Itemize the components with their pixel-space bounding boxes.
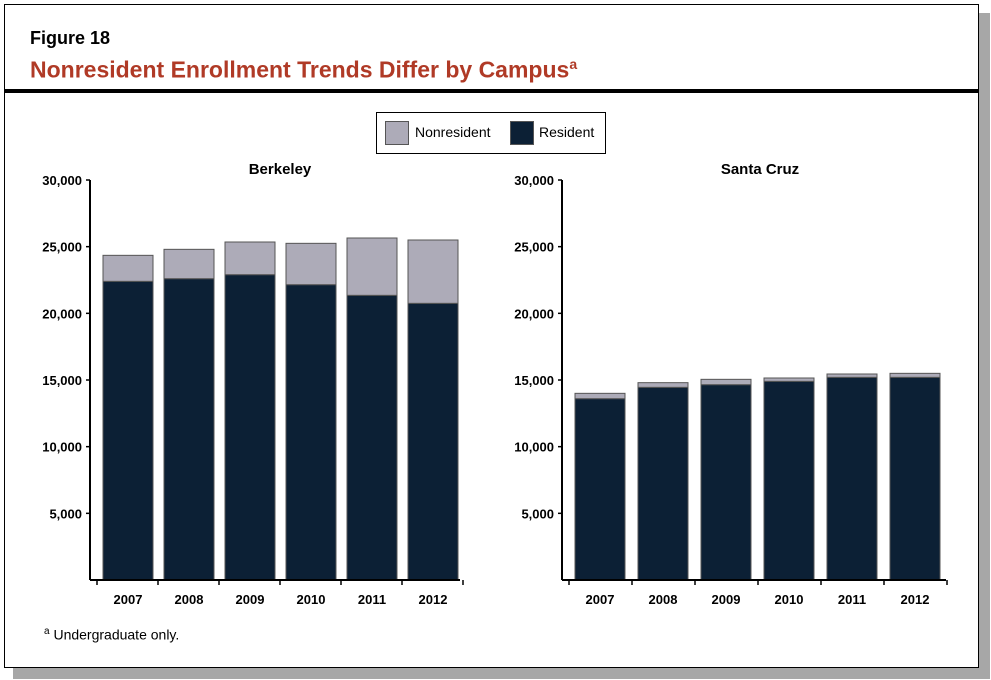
x-tick-label: 2012 [901,592,930,607]
x-tick-label: 2007 [114,592,143,607]
bar-resident-2009 [224,274,276,581]
x-tick-label: 2010 [775,592,804,607]
bar-nonresident-2007 [574,392,626,400]
bar-nonresident-2011 [826,373,878,378]
chart-title: Santa Cruz [721,161,799,178]
bar-resident-2011 [826,376,878,581]
chart-title: Berkeley [249,161,312,178]
bar-nonresident-2008 [163,248,215,280]
bar-nonresident-2012 [407,239,459,304]
y-tick-label: 5,000 [49,506,82,521]
footnote-mark: a [44,626,50,637]
legend-label-resident: Resident [539,124,595,140]
x-tick-label: 2008 [649,592,678,607]
x-tick-label: 2007 [586,592,615,607]
title-text: Nonresident Enrollment Trends Differ by … [30,56,570,83]
bar-resident-2009 [700,384,752,581]
bar-nonresident-2009 [224,241,276,276]
legend-swatch-resident [510,121,534,145]
y-tick-label: 25,000 [42,240,82,255]
footnote: a Undergraduate only. [44,626,179,643]
bar-resident-2007 [102,280,154,581]
bar-nonresident-2009 [700,378,752,386]
legend: Nonresident Resident [376,112,606,154]
bar-nonresident-2010 [285,242,337,286]
figure-label: Figure 18 [30,28,111,48]
bar-nonresident-2008 [637,382,689,388]
x-tick-label: 2011 [838,592,866,607]
bar-nonresident-2010 [763,377,815,382]
x-tick-label: 2009 [236,592,265,607]
y-tick-label: 20,000 [42,306,82,321]
bar-resident-2008 [637,386,689,581]
y-tick-label: 30,000 [514,173,554,188]
bar-nonresident-2007 [102,254,154,282]
x-tick-label: 2011 [358,592,386,607]
bar-nonresident-2011 [346,237,398,296]
y-tick-label: 10,000 [514,440,554,455]
title-note: a [569,56,578,72]
y-tick-label: 30,000 [42,173,82,188]
legend-label-nonresident: Nonresident [415,124,491,140]
bar-resident-2007 [574,398,626,581]
y-tick-label: 15,000 [514,373,554,388]
y-tick-label: 20,000 [514,306,554,321]
bar-nonresident-2012 [889,372,941,378]
y-tick-label: 15,000 [42,373,82,388]
bar-resident-2008 [163,278,215,581]
title-rule [4,89,979,93]
x-tick-label: 2009 [712,592,741,607]
figure-title: Nonresident Enrollment Trends Differ by … [30,56,577,84]
x-tick-label: 2008 [175,592,204,607]
x-tick-label: 2012 [419,592,448,607]
footnote-text: Undergraduate only. [53,626,180,643]
y-tick-label: 10,000 [42,440,82,455]
y-tick-label: 5,000 [521,506,554,521]
y-tick-label: 25,000 [514,240,554,255]
bar-resident-2012 [407,302,459,581]
bar-resident-2010 [763,380,815,581]
bar-resident-2012 [889,376,941,581]
bar-resident-2011 [346,294,398,581]
x-tick-label: 2010 [297,592,326,607]
legend-swatch-nonresident [385,121,409,145]
bar-resident-2010 [285,284,337,581]
